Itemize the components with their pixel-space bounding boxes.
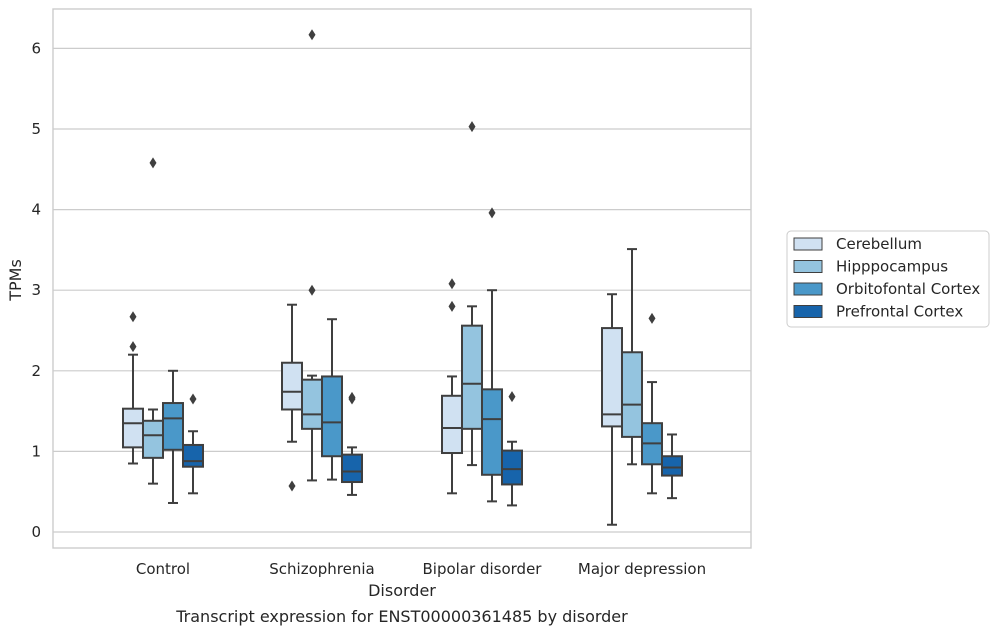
- box-body: [621, 351, 643, 438]
- y-tick-label: 0: [31, 523, 41, 541]
- box-3-3: [661, 433, 683, 500]
- box-0-2: [441, 278, 463, 495]
- y-tick-label: 2: [31, 362, 41, 380]
- box-body: [162, 402, 184, 451]
- box-3-1: [341, 391, 363, 496]
- box-body: [461, 324, 483, 430]
- outlier-point: [129, 341, 137, 353]
- box-2-3: [641, 312, 663, 495]
- x-tick-label: Major depression: [578, 560, 706, 578]
- outlier-point: [288, 480, 296, 492]
- box-body: [182, 443, 204, 468]
- x-axis-title: Disorder: [368, 581, 436, 600]
- box-1-0: [142, 157, 164, 485]
- box-3-2: [501, 391, 523, 507]
- outlier-point: [648, 312, 656, 324]
- legend-swatch: [793, 305, 823, 318]
- outlier-point: [448, 300, 456, 312]
- box-body: [122, 407, 144, 449]
- legend-items: Cerebellum Hipppocampus Orbitofontal Corte…: [793, 235, 980, 321]
- outlier-point: [189, 393, 197, 405]
- outlier-point: [508, 391, 516, 403]
- x-tick-label: Bipolar disorder: [423, 560, 543, 578]
- box-body: [481, 388, 503, 476]
- box-body: [142, 419, 164, 459]
- box-2-1: [321, 318, 343, 481]
- y-axis-title: TPMs: [6, 259, 25, 302]
- box-2-0: [162, 369, 184, 504]
- y-tick-label: 4: [31, 201, 41, 219]
- legend-frame: [786, 230, 990, 328]
- box-body: [441, 394, 463, 455]
- box-body: [661, 455, 683, 477]
- box-1-1: [301, 29, 323, 482]
- box-1-2: [461, 121, 483, 467]
- outlier-point: [348, 391, 356, 403]
- legend: Cerebellum Hipppocampus Orbitofontal Corte…: [786, 230, 990, 328]
- box-body: [601, 327, 623, 428]
- box-body: [301, 378, 323, 430]
- box-1-3: [621, 248, 643, 466]
- box-0-3: [601, 293, 623, 526]
- ticks-layer: 0 1 2 3 4 5 6 Control Schizophrenia Bipolar disor…: [31, 39, 706, 578]
- legend-label: Orbitofontal Cortex: [836, 280, 980, 298]
- y-tick-label: 6: [31, 39, 41, 57]
- y-tick-label: 1: [31, 442, 41, 460]
- legend-label: Cerebellum: [836, 235, 922, 253]
- chart-caption: Transcript expression for ENST0000036148…: [175, 607, 628, 626]
- box-0-0: [122, 311, 144, 465]
- box-3-0: [182, 393, 204, 495]
- legend-swatch: [793, 260, 823, 273]
- box-body: [341, 453, 363, 484]
- x-tick-label: Control: [136, 560, 190, 578]
- legend-swatch: [793, 237, 823, 251]
- plot-frame: [52, 8, 752, 549]
- legend-swatch: [793, 282, 823, 296]
- legend-label: Prefrontal Cortex: [836, 303, 963, 321]
- outlier-point: [468, 121, 476, 133]
- outlier-point: [149, 157, 157, 169]
- box-body: [321, 375, 343, 458]
- outlier-point: [308, 284, 316, 296]
- outlier-point: [129, 311, 137, 323]
- y-tick-label: 3: [31, 281, 41, 299]
- outlier-point: [308, 29, 316, 41]
- outlier-point: [488, 207, 496, 219]
- x-tick-label: Schizophrenia: [269, 560, 374, 578]
- y-tick-label: 5: [31, 120, 41, 138]
- outlier-point: [448, 278, 456, 290]
- box-2-2: [481, 207, 503, 503]
- box-body: [501, 449, 523, 486]
- legend-label: Hipppocampus: [836, 258, 948, 276]
- plot-border: [52, 8, 752, 549]
- box-0-1: [281, 303, 303, 492]
- box-body: [281, 361, 303, 411]
- boxes-layer: [122, 29, 683, 526]
